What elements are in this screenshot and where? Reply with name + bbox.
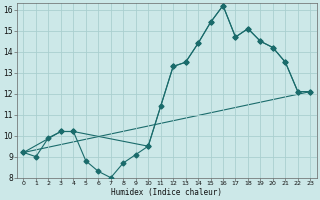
X-axis label: Humidex (Indice chaleur): Humidex (Indice chaleur) xyxy=(111,188,222,197)
